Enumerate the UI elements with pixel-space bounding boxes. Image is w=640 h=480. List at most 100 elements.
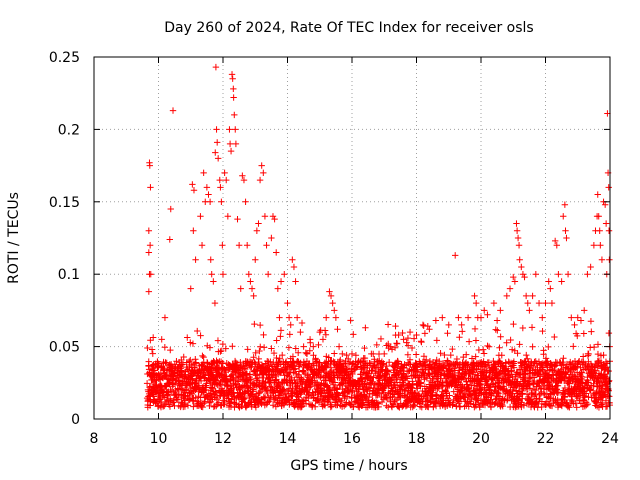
data-point bbox=[542, 299, 549, 307]
data-point bbox=[426, 326, 433, 333]
data-point bbox=[230, 85, 237, 93]
data-point bbox=[365, 384, 373, 391]
data-point bbox=[417, 379, 425, 386]
data-point bbox=[516, 341, 523, 348]
data-point bbox=[535, 299, 543, 307]
data-point bbox=[270, 349, 278, 357]
data-point bbox=[285, 314, 293, 321]
data-point bbox=[243, 242, 251, 249]
data-point bbox=[207, 256, 214, 263]
data-point bbox=[331, 307, 338, 314]
data-point bbox=[350, 331, 357, 338]
data-point bbox=[235, 393, 242, 401]
data-point bbox=[497, 307, 504, 314]
data-point bbox=[235, 367, 243, 374]
data-point bbox=[348, 350, 356, 358]
data-point bbox=[319, 336, 327, 343]
data-point bbox=[568, 314, 575, 321]
data-point bbox=[144, 344, 151, 352]
data-point bbox=[228, 385, 236, 393]
data-point bbox=[256, 321, 264, 329]
data-point bbox=[213, 394, 221, 402]
data-point bbox=[187, 356, 194, 364]
data-point bbox=[404, 351, 412, 358]
data-point bbox=[268, 345, 275, 352]
data-point bbox=[503, 339, 510, 346]
data-point bbox=[183, 386, 190, 393]
data-point bbox=[424, 322, 431, 330]
data-point bbox=[405, 368, 412, 375]
data-point bbox=[602, 220, 610, 227]
data-point bbox=[216, 176, 223, 184]
data-point bbox=[225, 395, 232, 402]
data-point bbox=[190, 187, 198, 194]
data-point bbox=[590, 242, 598, 249]
data-point bbox=[335, 343, 343, 350]
data-point bbox=[399, 329, 406, 337]
data-point bbox=[574, 314, 581, 321]
data-point bbox=[343, 351, 350, 359]
data-point bbox=[445, 321, 452, 329]
x-tick-label: 20 bbox=[472, 431, 490, 447]
data-point bbox=[507, 336, 514, 344]
data-point bbox=[428, 392, 435, 399]
data-point bbox=[255, 220, 262, 227]
data-point bbox=[584, 271, 591, 278]
data-point bbox=[528, 324, 536, 331]
data-point bbox=[331, 350, 338, 357]
data-point bbox=[327, 377, 335, 384]
data-point bbox=[385, 359, 393, 366]
data-point bbox=[560, 355, 567, 362]
data-point bbox=[447, 351, 454, 359]
data-point bbox=[228, 71, 236, 78]
data-point bbox=[247, 278, 254, 285]
data-point bbox=[595, 213, 602, 220]
data-point bbox=[422, 356, 430, 364]
data-point bbox=[247, 363, 254, 371]
data-point bbox=[214, 366, 221, 373]
data-point bbox=[479, 346, 487, 353]
data-point bbox=[287, 321, 294, 329]
data-point bbox=[234, 215, 241, 223]
data-point bbox=[522, 292, 530, 300]
data-point bbox=[309, 402, 316, 409]
data-point bbox=[274, 285, 282, 292]
data-point bbox=[360, 399, 367, 407]
data-point bbox=[563, 234, 570, 242]
data-point bbox=[218, 198, 225, 205]
data-point bbox=[255, 355, 263, 363]
data-point bbox=[230, 94, 237, 101]
data-point bbox=[384, 321, 392, 328]
data-point bbox=[146, 242, 154, 249]
data-point bbox=[289, 353, 297, 360]
data-point bbox=[498, 352, 505, 359]
data-point bbox=[471, 325, 479, 333]
data-point bbox=[246, 371, 254, 378]
data-point bbox=[598, 256, 606, 263]
data-point bbox=[339, 350, 346, 358]
data-point bbox=[311, 403, 319, 410]
data-point bbox=[404, 334, 412, 342]
data-point bbox=[326, 394, 333, 401]
data-point bbox=[452, 252, 459, 259]
data-point bbox=[401, 387, 408, 395]
data-point bbox=[221, 169, 228, 177]
data-point bbox=[376, 381, 383, 388]
data-point bbox=[145, 288, 153, 295]
data-point bbox=[374, 400, 381, 408]
data-point bbox=[324, 383, 331, 391]
data-point bbox=[285, 373, 293, 380]
data-point bbox=[237, 285, 244, 292]
data-point bbox=[404, 375, 411, 382]
data-point bbox=[551, 237, 559, 245]
data-point bbox=[306, 336, 314, 343]
data-point bbox=[432, 391, 440, 398]
data-point bbox=[276, 314, 283, 321]
data-point bbox=[506, 285, 514, 292]
data-point bbox=[174, 396, 182, 403]
data-point bbox=[298, 319, 306, 327]
data-point bbox=[282, 358, 290, 365]
data-point bbox=[187, 339, 194, 346]
data-point bbox=[558, 278, 565, 285]
data-point bbox=[323, 363, 330, 370]
